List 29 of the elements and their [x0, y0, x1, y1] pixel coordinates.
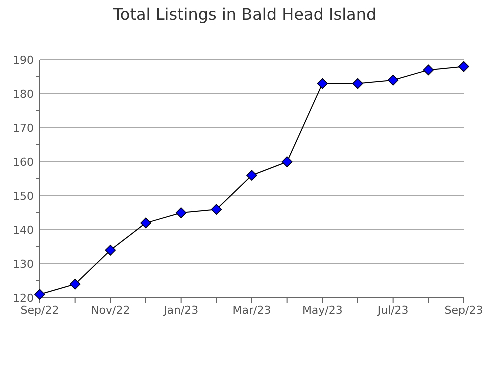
- x-tick-label: Jul/23: [376, 304, 409, 317]
- x-tick-label: Sep/22: [20, 304, 60, 317]
- point: [458, 61, 470, 72]
- point: [105, 245, 116, 256]
- point: [317, 78, 328, 90]
- point: [423, 64, 434, 76]
- y-tick-label: 150: [13, 190, 34, 203]
- y-tick-label: 170: [13, 122, 34, 135]
- y-tick-label: 160: [13, 156, 34, 169]
- point: [140, 218, 152, 229]
- y-tick-label: 140: [13, 224, 34, 237]
- point: [34, 289, 46, 300]
- x-tick-label: Mar/23: [232, 304, 272, 317]
- point: [246, 170, 258, 181]
- x-tick-label: Nov/22: [91, 304, 130, 317]
- x-tick-label: Jan/23: [162, 304, 199, 317]
- point: [70, 279, 81, 290]
- y-tick-label: 190: [13, 54, 34, 67]
- y-tick-label: 120: [13, 292, 34, 305]
- x-tick-label: May/23: [302, 304, 343, 317]
- y-tick-label: 130: [13, 258, 34, 271]
- point: [176, 208, 187, 218]
- chart-title: Total Listings in Bald Head Island: [112, 5, 377, 24]
- point: [352, 78, 364, 90]
- point: [388, 75, 399, 86]
- y-tick-label: 180: [13, 88, 34, 101]
- x-tick-label: Sep/23: [444, 304, 484, 317]
- point: [211, 204, 222, 215]
- point: [282, 156, 293, 168]
